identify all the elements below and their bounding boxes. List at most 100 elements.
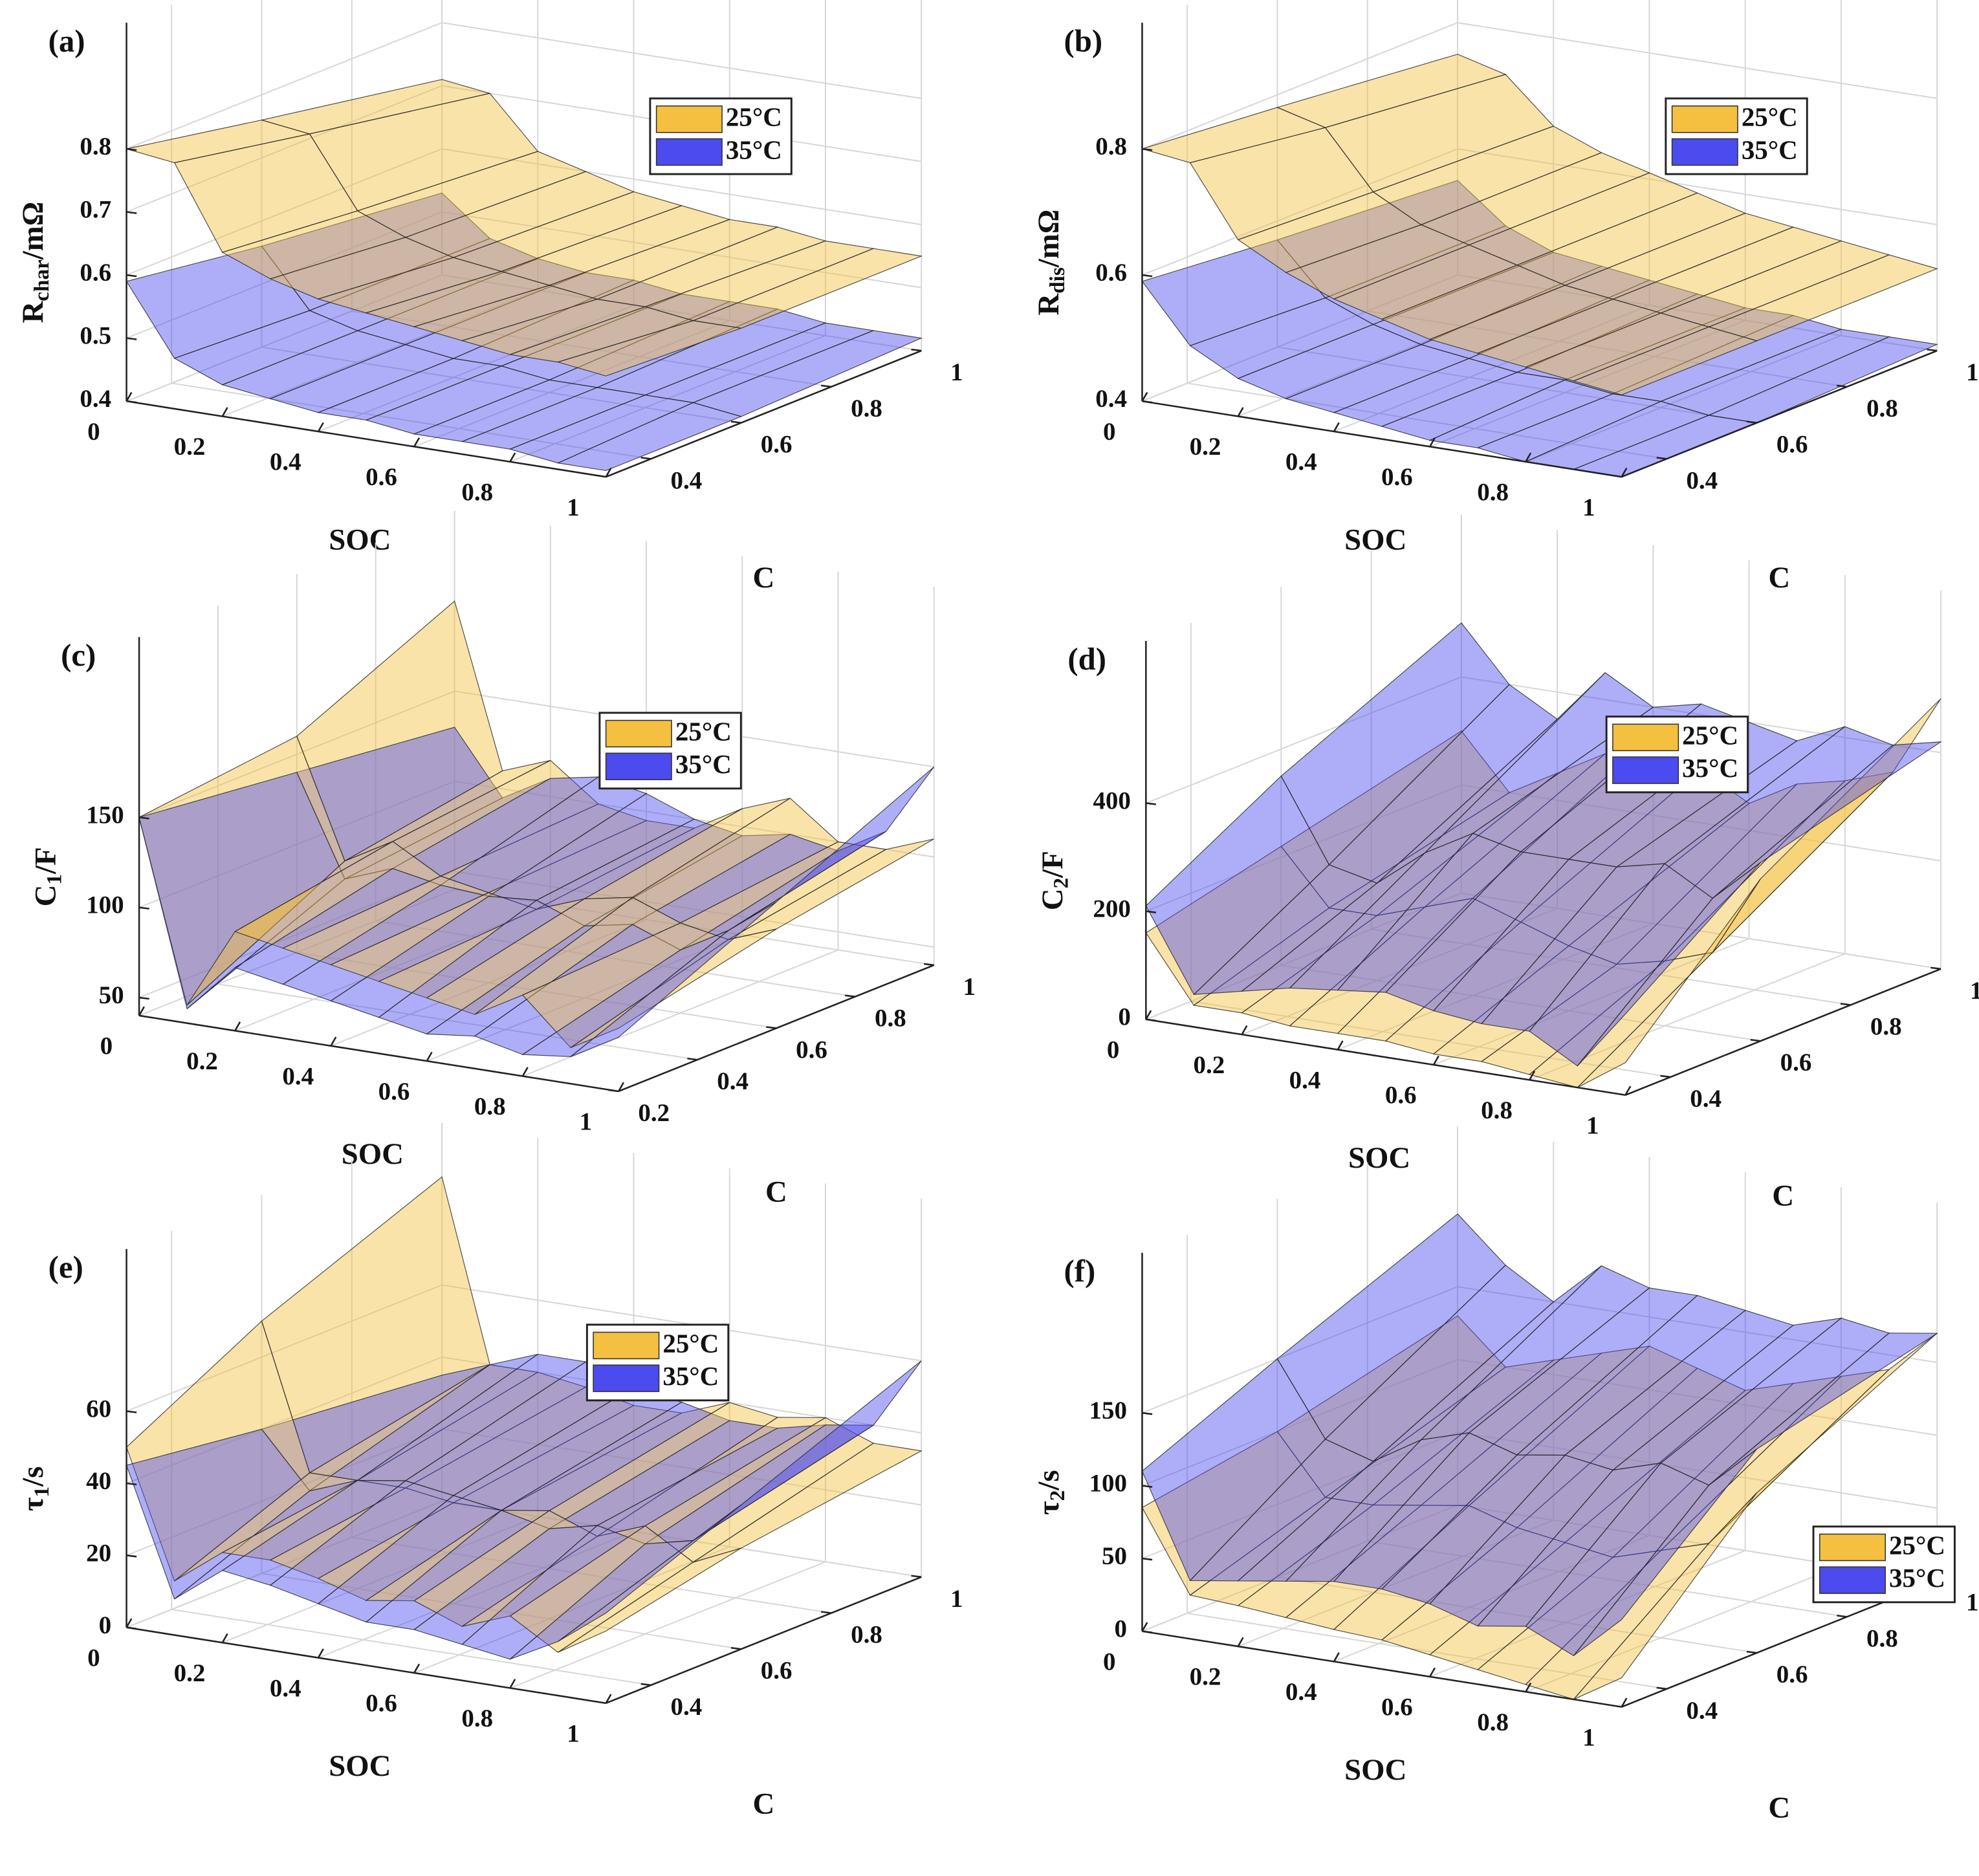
z-label-unit: /F (28, 847, 62, 875)
z-label-unit: /mΩ (16, 202, 50, 260)
x-tick-label: 0.2 (1190, 433, 1221, 461)
grid-line (126, 274, 443, 402)
tick-mark (923, 963, 934, 966)
tick-mark (1141, 391, 1148, 402)
grid-line (1142, 1286, 1458, 1414)
grid-line (1461, 784, 1941, 862)
z-tick-label: 0.8 (80, 133, 111, 160)
grid-line (126, 1284, 443, 1412)
y-tick-label: 0.6 (796, 1036, 827, 1063)
tick-mark (640, 1683, 651, 1686)
grid-line (126, 85, 443, 213)
surface-patch (556, 320, 741, 376)
tick-mark (126, 1554, 137, 1558)
grid-line (1186, 1612, 1667, 1690)
grid-line (1333, 1534, 1650, 1663)
legend-swatch (655, 138, 723, 166)
grid-line (1277, 1576, 1757, 1654)
x-tick-label: 0.6 (1381, 1694, 1413, 1721)
legend-label: 35°C (726, 135, 782, 164)
grid-line (1525, 1565, 1842, 1693)
tick-mark (911, 1575, 922, 1578)
panel-label: (e) (49, 1250, 83, 1285)
y-tick-label: 1 (950, 358, 963, 386)
z-label-sub: 2 (1045, 1490, 1069, 1501)
z-tick-label: 0 (1115, 1615, 1128, 1643)
tick-mark (1432, 1055, 1439, 1065)
grid-line (318, 305, 634, 432)
x-tick-label: 1 (567, 1719, 579, 1747)
grid-line (1371, 928, 1851, 1006)
x-axis-label: SOC (1348, 1141, 1410, 1175)
panel: 00.20.40.60.810.40.60.810204060SOCCτ1/s(… (16, 1122, 963, 1820)
grid-line (1281, 965, 1761, 1042)
x-tick-label: 1 (1586, 1111, 1599, 1139)
z-tick-label: 50 (99, 981, 124, 1009)
y-tick-label: 0.4 (671, 1693, 703, 1721)
x-axis-label: SOC (1344, 523, 1406, 556)
tick-mark (1146, 910, 1157, 913)
panel: 00.20.40.60.81 0.20.40.60.8150100150SOCCC… (28, 510, 976, 1209)
surface-patch (1577, 862, 1761, 1067)
panel: 00.20.40.60.810.40.60.810200400SOCCC2/F(… (1036, 514, 1979, 1212)
legend-label: 35°C (1742, 135, 1798, 164)
grid-line (441, 1500, 922, 1578)
z-tick-label: 200 (1093, 895, 1131, 923)
panel-label: (a) (49, 23, 85, 58)
tick-mark (1746, 1650, 1757, 1654)
tick-mark (234, 1021, 241, 1031)
z-label-sub: char (29, 259, 53, 301)
z-label-main: τ (16, 1497, 50, 1511)
y-axis-label: C (1768, 1791, 1790, 1824)
tick-mark (1142, 147, 1153, 151)
grid-line (441, 148, 922, 226)
x-axis-label: SOC (329, 1749, 391, 1783)
x-tick-label: 0.4 (282, 1062, 314, 1090)
tick-mark (1840, 1003, 1851, 1006)
grid-line (1142, 1432, 1458, 1560)
tick-mark (608, 1089, 619, 1093)
grid-line (126, 211, 443, 339)
legend-label: 25°C (1889, 1531, 1945, 1560)
z-tick-label: 60 (86, 1395, 111, 1423)
y-tick-label: 0.8 (875, 1005, 906, 1032)
z-tick-label: 100 (86, 891, 124, 919)
y-tick-label: 0.6 (1780, 1049, 1812, 1076)
grid-line (1529, 953, 1846, 1081)
legend-swatch (1819, 1566, 1886, 1594)
tick-mark (1337, 1040, 1344, 1051)
tick-mark (126, 1618, 133, 1628)
z-tick-label: 0 (1118, 1003, 1131, 1031)
grid-line (1433, 938, 1749, 1065)
z-tick-label: 50 (1102, 1542, 1127, 1570)
z-tick-label: 0.4 (80, 385, 111, 413)
tick-mark (126, 1410, 137, 1413)
surface-patch (1573, 1448, 1757, 1656)
grid-line (217, 983, 698, 1061)
legend-swatch (1612, 756, 1679, 784)
z-tick-label: 150 (86, 801, 124, 829)
tick-mark (1746, 420, 1757, 424)
x-tick-label: 0 (87, 1644, 100, 1672)
y-tick-label: 0.8 (851, 1621, 882, 1649)
legend-swatch (1671, 105, 1738, 133)
x-tick-label: 0 (1103, 1648, 1116, 1675)
tick-mark (1142, 1557, 1153, 1561)
tick-mark (426, 1051, 433, 1062)
x-tick-label: 0.4 (1285, 1678, 1317, 1706)
tick-mark (1656, 457, 1667, 460)
surface-patch (1572, 326, 1758, 396)
surface-patch (1573, 1492, 1757, 1700)
grid-line (510, 1561, 826, 1689)
y-tick-label: 0.4 (1686, 1697, 1718, 1725)
grid-line (441, 1284, 922, 1362)
x-tick-label: 1 (580, 1108, 593, 1136)
z-label-main: R (1032, 293, 1066, 316)
legend-label: 35°C (662, 1362, 719, 1391)
tick-mark (413, 1663, 421, 1674)
z-tick-label: 20 (86, 1539, 111, 1567)
y-tick-label: 0.8 (1866, 1624, 1898, 1652)
y-tick-label: 0.8 (851, 395, 882, 422)
y-axis-label: C (1768, 561, 1790, 594)
z-label-sub: 2 (1049, 878, 1073, 889)
